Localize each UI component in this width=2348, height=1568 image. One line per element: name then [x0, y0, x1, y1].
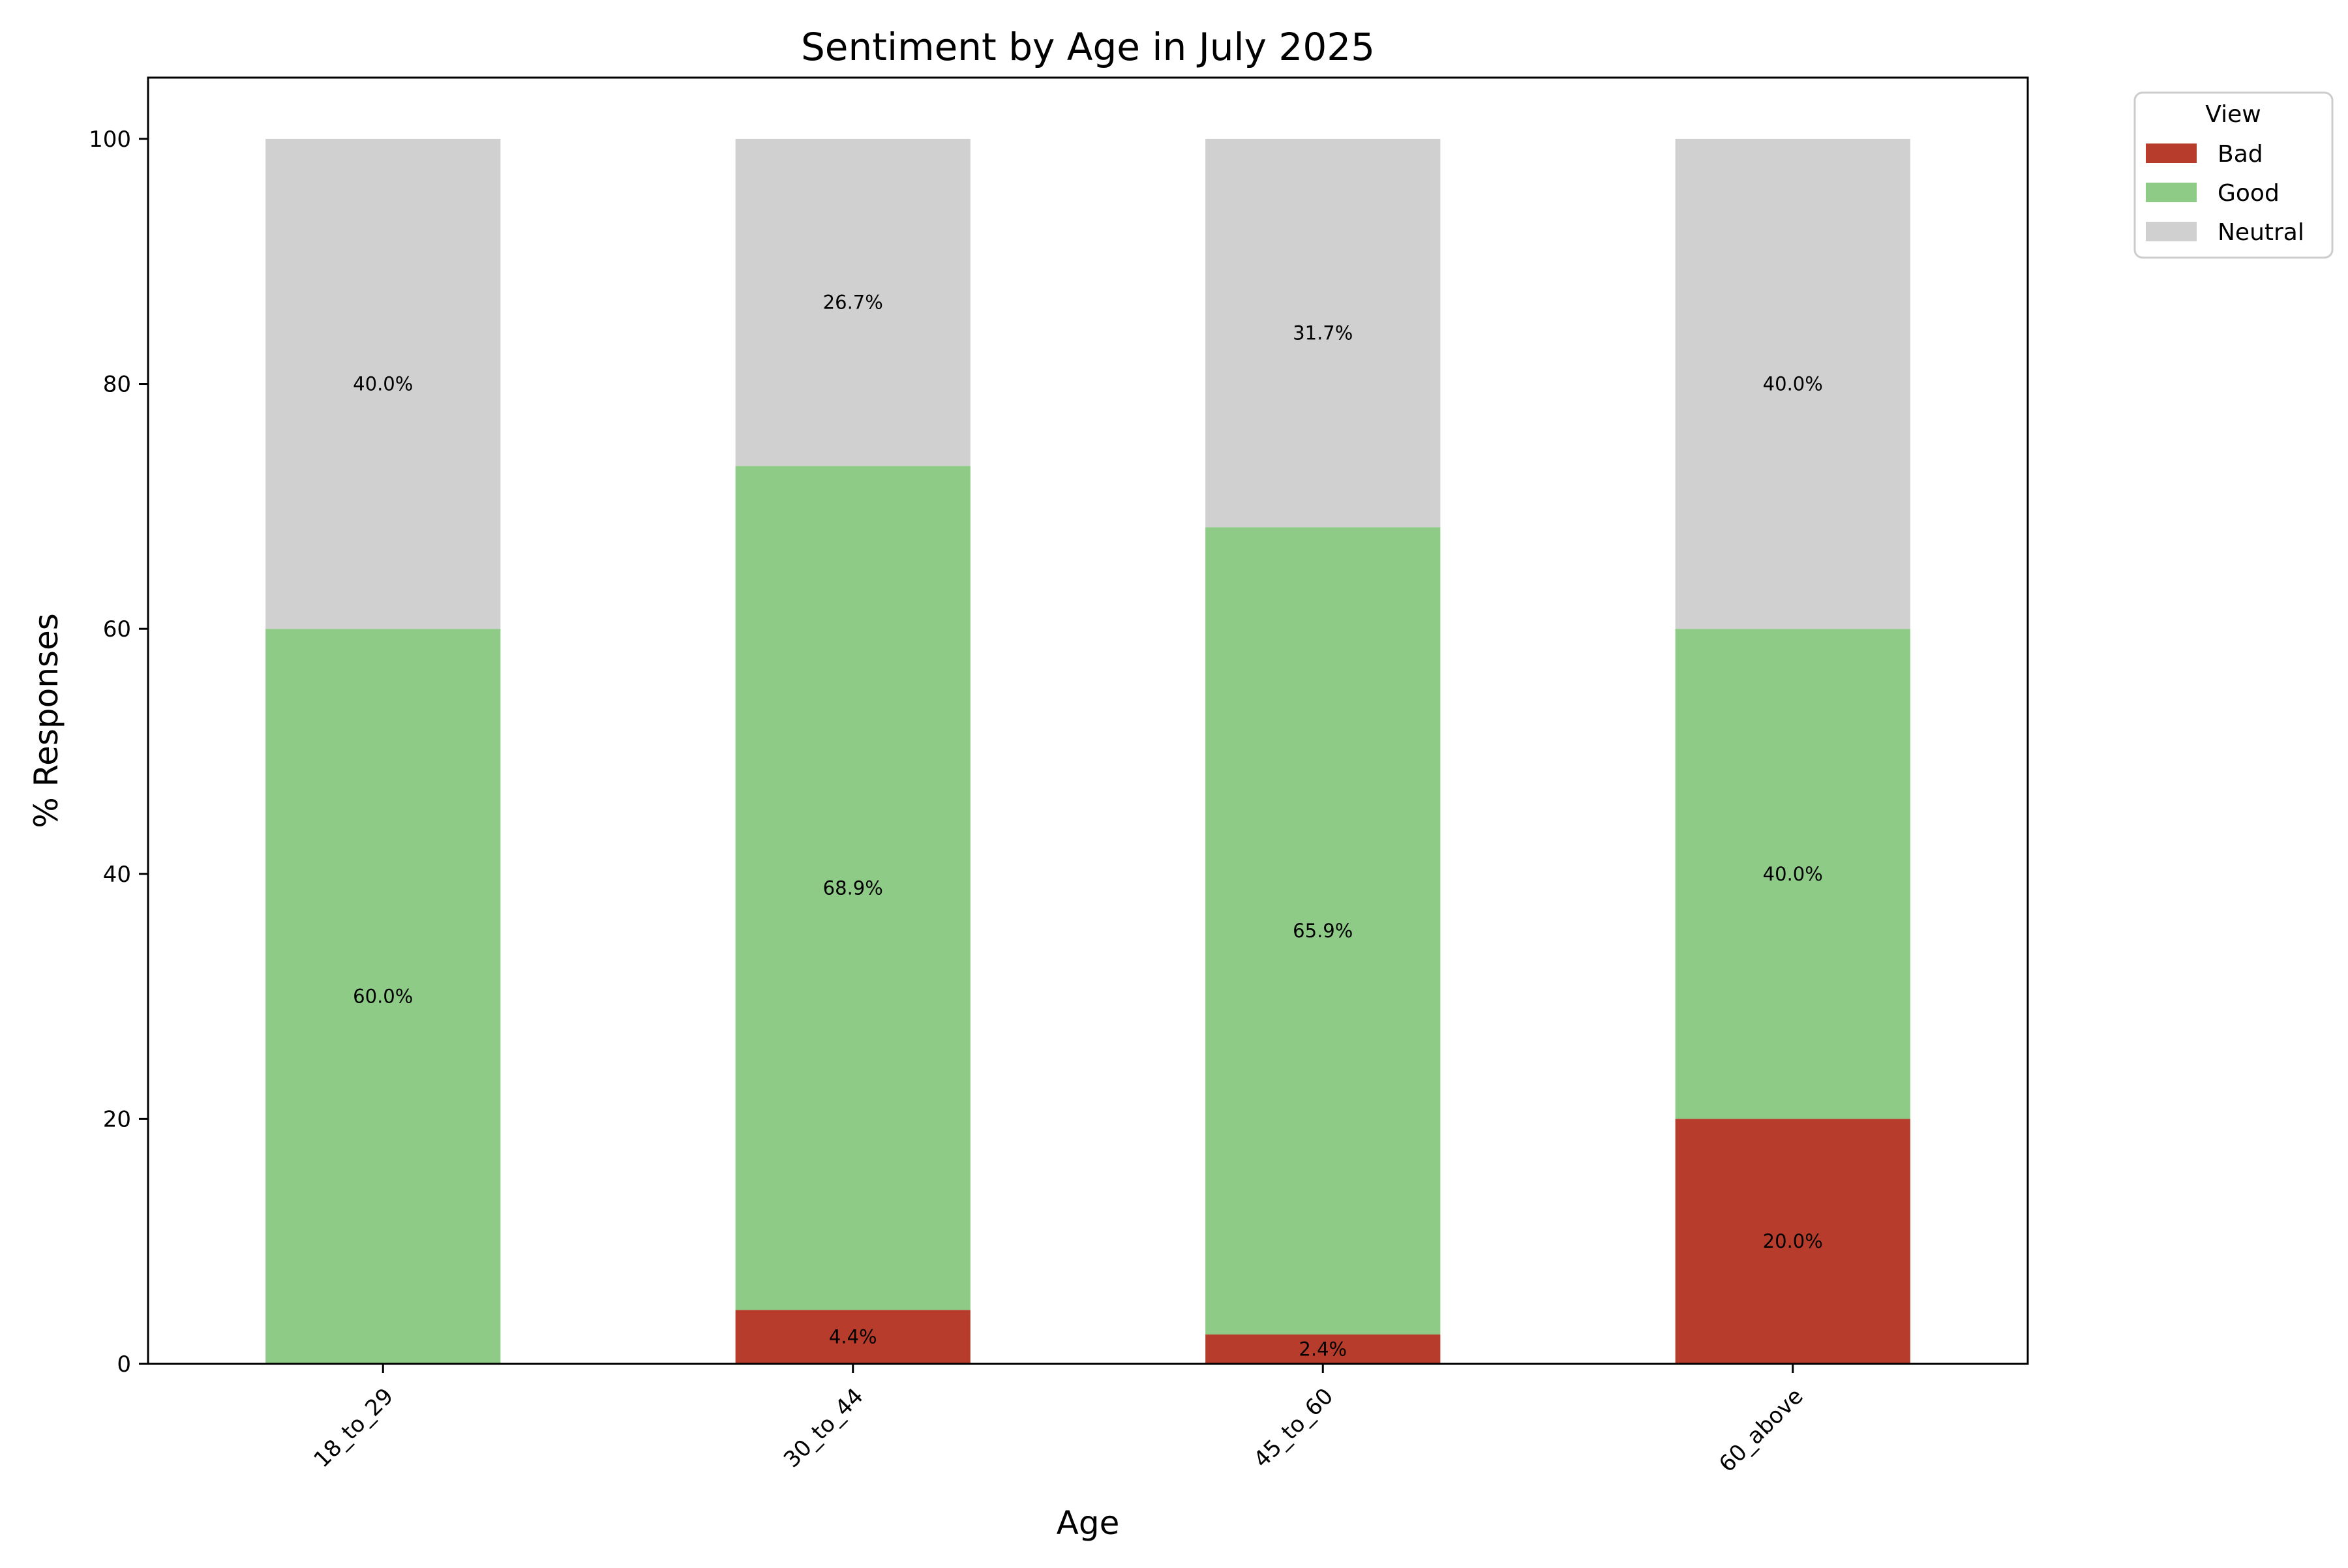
legend-items: Bad Good Neutral [2146, 141, 2304, 246]
bar-bad-30_to_44 [735, 1310, 971, 1364]
plot-frame [147, 76, 2029, 1365]
bar-bad-45_to_60 [1205, 1334, 1441, 1364]
value-label: 31.7% [1293, 322, 1353, 344]
value-label: 26.7% [823, 292, 883, 314]
bar-neutral-18_to_29 [265, 138, 501, 629]
bar-good-30_to_44 [735, 466, 971, 1310]
value-label: 68.9% [823, 877, 883, 899]
bar-bad-60_above [1675, 1119, 1910, 1364]
x-axis-label: Age [1057, 1504, 1120, 1542]
legend-swatch-bad [2146, 143, 2197, 163]
legend-label-good: Good [2218, 180, 2280, 207]
y-tick-label: 60 [103, 616, 131, 642]
y-tick-label: 100 [89, 127, 131, 153]
legend-label-bad: Bad [2218, 141, 2263, 168]
legend-box [2133, 91, 2334, 259]
y-tick-label: 80 [103, 372, 131, 398]
value-label: 40.0% [1763, 863, 1823, 885]
value-label: 65.9% [1293, 920, 1353, 942]
value-label: 2.4% [1299, 1338, 1347, 1360]
y-tick-label: 40 [103, 862, 131, 888]
x-tick-label: 45_to_60 [1248, 1383, 1338, 1473]
legend-title: View [2205, 101, 2261, 128]
value-label: 4.4% [829, 1326, 877, 1348]
bar-neutral-45_to_60 [1205, 138, 1441, 528]
value-label: 20.0% [1763, 1230, 1823, 1252]
chart-title: Sentiment by Age in July 2025 [801, 25, 1375, 69]
bar-good-60_above [1675, 629, 1910, 1119]
bar-good-45_to_60 [1205, 527, 1441, 1334]
value-label: 40.0% [1763, 373, 1823, 395]
bars-layer [265, 138, 1910, 1364]
legend-label-neutral: Neutral [2218, 219, 2304, 246]
legend-swatch-neutral [2146, 222, 2197, 241]
value-labels-layer: 60.0% 40.0% 4.4% 68.9% 26.7% 2.4% 65.9% 31.7% 20… [353, 292, 1823, 1361]
y-axis-label: % Responses [27, 613, 65, 828]
x-tick-label: 18_to_29 [309, 1383, 399, 1473]
y-tick-label: 20 [103, 1106, 131, 1132]
x-tick-label: 60_above [1714, 1383, 1809, 1478]
bar-good-18_to_29 [265, 629, 501, 1364]
x-tick-label: 30_to_44 [779, 1383, 869, 1473]
value-label: 60.0% [353, 986, 413, 1008]
y-tick-label: 0 [117, 1351, 131, 1378]
legend-swatch-good [2146, 183, 2197, 202]
y-axis: 0 20 40 60 80 100 [89, 127, 148, 1378]
legend: View Bad Good Neutral [2133, 91, 2334, 259]
bar-neutral-60_above [1675, 138, 1910, 629]
value-label: 40.0% [353, 373, 413, 395]
x-axis: 18_to_29 30_to_44 45_to_60 60_above [309, 1364, 1809, 1478]
bar-neutral-30_to_44 [735, 138, 971, 466]
